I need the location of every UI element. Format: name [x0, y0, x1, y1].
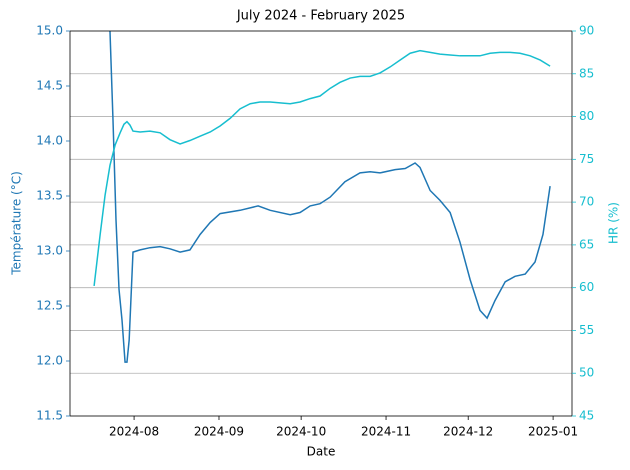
chart-title: July 2024 - February 2025	[236, 9, 405, 24]
y2-tick-label: 90	[579, 24, 594, 38]
data-line	[93, 49, 551, 287]
x-tick-label: 2024-11	[361, 425, 411, 439]
y2-tick-label: 75	[579, 152, 594, 166]
y2-tick-label: 45	[579, 409, 594, 423]
y2-tick-label: 85	[579, 66, 594, 80]
x-tick-label: 2024-12	[443, 425, 493, 439]
data-line	[109, 31, 551, 363]
x-tick-label: 2025-01	[528, 425, 578, 439]
y2-axis-label: HR (%)	[607, 202, 621, 244]
y2-tick-label: 50	[579, 366, 594, 380]
x-tick-label: 2024-10	[276, 425, 326, 439]
y2-tick-label: 55	[579, 323, 594, 337]
y-tick-label: 15.0	[36, 24, 63, 38]
y2-tick-label: 70	[579, 195, 594, 209]
x-tick-label: 2024-08	[109, 425, 159, 439]
y-tick-label: 11.5	[36, 409, 63, 423]
y-tick-label: 14.5	[36, 79, 63, 93]
x-axis-label: Date	[307, 445, 336, 459]
y2-tick-label: 60	[579, 280, 594, 294]
y-tick-label: 14.0	[36, 134, 63, 148]
y-tick-label: 13.0	[36, 244, 63, 258]
y-tick-label: 13.5	[36, 189, 63, 203]
y-tick-label: 12.0	[36, 354, 63, 368]
y-axis-label: Température (°C)	[10, 171, 24, 276]
y-tick-label: 12.5	[36, 299, 63, 313]
y2-tick-label: 65	[579, 237, 594, 251]
y2-tick-label: 80	[579, 109, 594, 123]
x-tick-label: 2024-09	[194, 425, 244, 439]
